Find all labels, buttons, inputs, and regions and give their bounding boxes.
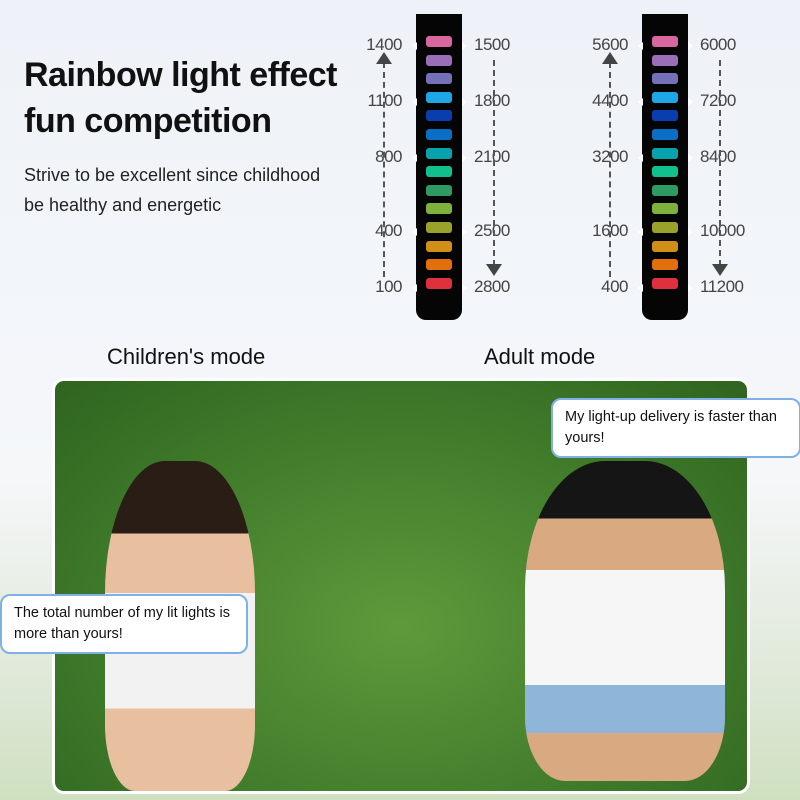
- light-segment: [426, 91, 452, 103]
- light-segment: [652, 110, 678, 122]
- tagline-line2: be healthy and energetic: [24, 195, 222, 215]
- tick-marker: [412, 42, 417, 50]
- light-segment: [426, 203, 452, 215]
- adult-right-scale-label: 8400: [700, 146, 736, 166]
- tick-marker: [638, 228, 643, 236]
- tick-marker: [688, 97, 693, 106]
- adult-right-scale-label: 10000: [700, 221, 745, 240]
- girl-speech-bubble: The total number of my lit lights is mor…: [0, 594, 248, 654]
- tick-marker: [638, 97, 643, 106]
- light-segment: [426, 240, 452, 252]
- light-segment: [426, 129, 452, 140]
- light-segment: [652, 259, 678, 271]
- children-light-bar: [416, 14, 462, 320]
- dashed-line: [719, 60, 721, 266]
- tick-marker: [688, 153, 693, 162]
- adult-light-bar: [642, 14, 688, 320]
- tick-marker: [412, 97, 417, 106]
- children-right-scale-label: 2500: [474, 221, 510, 240]
- children-left-scale-label: 100: [375, 276, 402, 296]
- light-segment: [652, 91, 678, 103]
- light-segment: [652, 129, 678, 140]
- adult-right-scale-label: 6000: [700, 35, 736, 54]
- children-left-scale-label: 1400: [366, 35, 402, 54]
- headline: Rainbow light effect fun competition: [24, 52, 338, 144]
- father-figure: [270, 386, 520, 696]
- dashed-line: [493, 60, 495, 266]
- light-segment: [652, 184, 678, 196]
- tick-marker: [412, 228, 417, 236]
- children-right-scale-label: 1500: [474, 35, 510, 54]
- light-segment: [426, 222, 452, 233]
- arrow-up-icon: [376, 52, 392, 64]
- light-segment: [652, 166, 678, 178]
- tick-marker: [462, 97, 467, 106]
- children-right-scale-label: 2800: [474, 276, 510, 296]
- light-segment: [426, 147, 452, 159]
- light-segment: [426, 36, 452, 47]
- tick-marker: [638, 153, 643, 162]
- boy-figure: [525, 461, 725, 781]
- children-right-scale-label: 1800: [474, 90, 510, 110]
- light-segment: [652, 277, 678, 289]
- light-segment: [426, 259, 452, 271]
- adult-mode-label: Adult mode: [484, 344, 596, 369]
- children-right-scale-label: 2100: [474, 146, 510, 166]
- light-segment: [426, 166, 452, 178]
- dashed-line: [609, 62, 611, 277]
- light-segment: [652, 147, 678, 159]
- arrow-up-icon: [602, 52, 618, 64]
- headline-line1: Rainbow light effect: [24, 56, 338, 94]
- tick-marker: [462, 283, 467, 292]
- children-left-scale-label: 800: [375, 146, 402, 166]
- arrow-down-icon: [486, 264, 502, 276]
- dashed-line: [383, 62, 385, 277]
- light-segment: [652, 54, 678, 66]
- children-left-scale-label: 400: [375, 221, 402, 240]
- light-segment: [652, 203, 678, 215]
- light-segment: [652, 73, 678, 85]
- tick-marker: [412, 153, 417, 162]
- light-segment: [426, 110, 452, 122]
- light-segment: [652, 240, 678, 252]
- headline-line2: fun competition: [24, 102, 272, 140]
- tick-marker: [688, 228, 693, 236]
- light-segment: [426, 73, 452, 85]
- tick-marker: [462, 228, 467, 236]
- arrow-down-icon: [712, 264, 728, 276]
- tick-marker: [638, 42, 643, 50]
- tagline-line1: Strive to be excellent since childhood: [24, 165, 321, 185]
- tick-marker: [638, 283, 643, 292]
- children-mode-label: Children's mode: [107, 344, 266, 369]
- light-segment: [426, 54, 452, 66]
- light-segment: [426, 184, 452, 196]
- light-segment: [652, 36, 678, 47]
- adult-right-scale-label: 11200: [700, 276, 744, 296]
- adult-left-scale-label: 5600: [592, 35, 628, 54]
- light-segment: [426, 277, 452, 289]
- tick-marker: [462, 42, 467, 50]
- adult-left-scale-label: 400: [601, 276, 628, 296]
- boy-speech-bubble: My light-up delivery is faster than your…: [551, 398, 800, 458]
- adult-right-scale-label: 7200: [700, 90, 736, 110]
- tick-marker: [688, 283, 693, 292]
- light-segment: [652, 222, 678, 233]
- tick-marker: [412, 283, 417, 292]
- tick-marker: [462, 153, 467, 162]
- tagline: Strive to be excellent since childhood be…: [24, 160, 320, 220]
- tick-marker: [688, 42, 693, 50]
